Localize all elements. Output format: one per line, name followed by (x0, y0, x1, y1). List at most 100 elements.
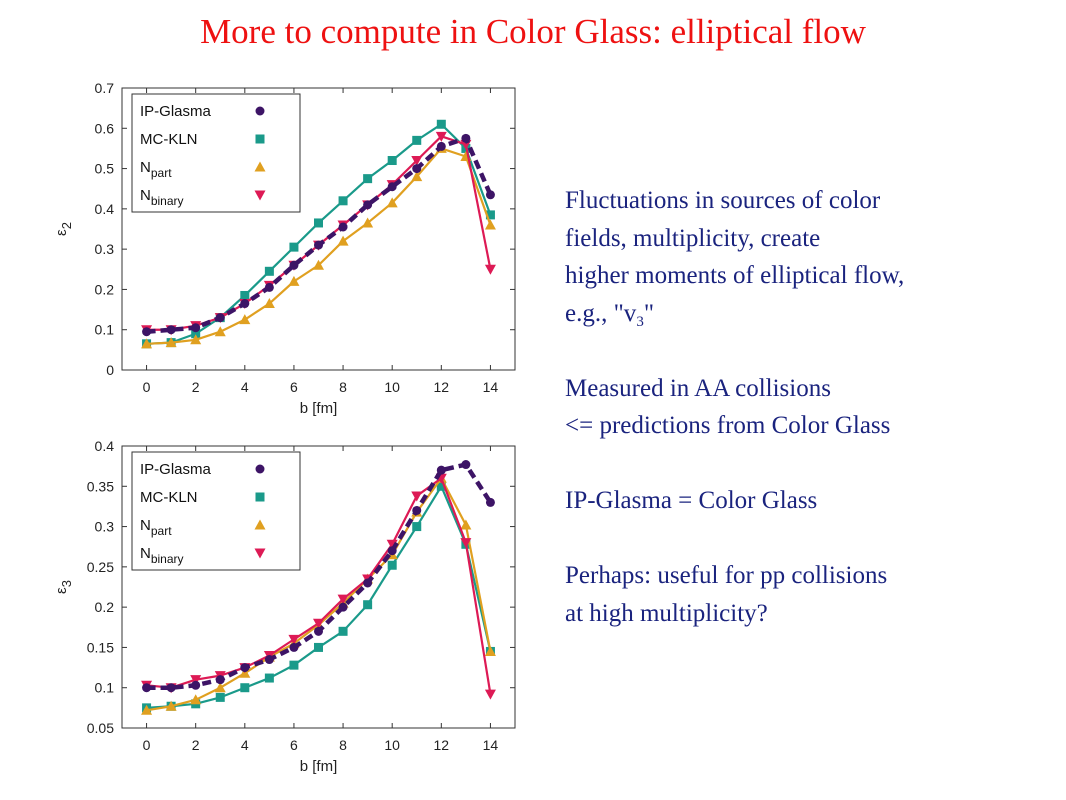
note-line-v3: e.g., "v3" (565, 295, 1055, 333)
eps3-y-axis-title: ε3 (53, 580, 74, 594)
eps3-point-npart (165, 700, 177, 711)
eps2-point-ip-glasma (240, 299, 250, 309)
eps2-legend-label-subscript: binary (151, 194, 184, 208)
eps3-point-mc-kln (338, 626, 348, 636)
eps2-x-tick-label: 8 (339, 379, 347, 395)
eps2-point-npart (386, 197, 398, 208)
eps2-point-mc-kln (338, 196, 348, 206)
eps2-point-npart (484, 219, 496, 230)
eps2-legend-marker-mc-kln (255, 134, 265, 144)
eps3-point-nbinary (411, 491, 423, 502)
eps3-y-tick-label: 0.1 (95, 680, 115, 696)
eps3-legend-label-subscript: part (151, 524, 172, 538)
eps2-point-ip-glasma (363, 200, 373, 210)
eps2-legend-label-mc-kln: MC-KLN (140, 131, 198, 148)
eps2-point-mc-kln (191, 329, 201, 339)
eps2-point-npart (362, 217, 374, 228)
eps2-point-ip-glasma (142, 327, 152, 337)
eps2-x-tick-label: 4 (241, 379, 249, 395)
eps2-point-ip-glasma (412, 164, 422, 174)
eps2-legend-label-text: MC-KLN (140, 131, 198, 148)
eps3-legend-marker-ip-glasma (255, 464, 265, 474)
eps3-legend-label-text: IP-Glasma (140, 461, 212, 478)
eps3-point-ip-glasma (191, 680, 201, 690)
eps2-y-tick-label: 0.1 (95, 322, 115, 338)
eps2-legend-label-npart: Npart (140, 159, 172, 180)
note-spacer (565, 445, 1055, 483)
eps3-point-mc-kln (387, 560, 397, 570)
eps2-point-ip-glasma (387, 182, 397, 192)
eps2-x-tick-label: 6 (290, 379, 298, 395)
eps3-legend-label-npart: Npart (140, 517, 172, 538)
eps3-point-mc-kln (436, 481, 446, 491)
note-v3-subscript: 3 (636, 313, 644, 330)
eps2-point-ip-glasma (338, 222, 348, 232)
eps3-y-tick-label: 0.4 (95, 438, 115, 454)
eps2-legend (131, 93, 301, 213)
eps3-x-tick-label: 14 (483, 737, 499, 753)
eps2-point-mc-kln (289, 242, 299, 252)
eps2-y-tick-label: 0.7 (95, 80, 115, 96)
eps2-point-ip-glasma (166, 325, 176, 335)
eps3-point-nbinary (313, 618, 324, 629)
eps3-point-ip-glasma (436, 465, 446, 475)
eps3-point-nbinary (288, 634, 300, 645)
eps2-point-mc-kln (436, 119, 446, 129)
eps3-x-tick-label: 0 (143, 737, 151, 753)
eps2-y-tick-label: 0.2 (95, 281, 115, 297)
eps3-point-nbinary (460, 538, 472, 549)
note-v3-prefix: e.g., "v (565, 299, 637, 327)
eps3-point-npart (141, 704, 153, 715)
eps2-x-tick-label: 10 (384, 379, 400, 395)
eps3-point-mc-kln (289, 660, 299, 670)
slide-title: More to compute in Color Glass: elliptic… (200, 12, 866, 51)
note-line: fields, multiplicity, create (565, 224, 821, 252)
eps2-point-mc-kln (412, 135, 422, 145)
eps3-point-ip-glasma (363, 578, 373, 588)
note-line: Measured in AA collisions (565, 374, 831, 402)
eps3-point-ip-glasma (387, 546, 397, 556)
eps2-x-tick-label: 14 (483, 379, 499, 395)
eps2-point-mc-kln (485, 210, 495, 220)
eps2-point-npart (141, 338, 153, 349)
eps2-point-ip-glasma (461, 133, 471, 143)
epsilon2-chart: 0 2 4 6 8 10 12 14 0 0.1 0.2 0.3 0.4 0.5 0.6 0.7 b [fm] ε… (53, 80, 516, 417)
eps3-point-nbinary (484, 689, 496, 700)
eps3-point-ip-glasma (166, 683, 176, 693)
eps2-point-ip-glasma (191, 323, 201, 333)
eps3-point-nbinary (337, 594, 349, 605)
eps3-x-tick-label: 2 (192, 737, 200, 753)
eps2-legend-marker-ip-glasma (255, 106, 265, 116)
eps3-y-tick-label: 0.15 (87, 639, 114, 655)
eps2-point-ip-glasma (215, 313, 225, 323)
eps2-y-tick-label: 0.5 (95, 161, 115, 177)
eps2-x-axis-title: b [fm] (300, 400, 338, 417)
eps3-legend-marker-mc-kln (255, 492, 265, 502)
eps2-point-mc-kln (314, 218, 323, 228)
eps2-legend-label-subscript: part (151, 166, 172, 180)
eps3-legend-marker-npart (254, 519, 266, 530)
eps2-plot-frame (121, 87, 516, 371)
eps2-point-npart (165, 337, 177, 348)
eps3-point-npart (190, 694, 202, 705)
eps3-x-tick-label: 10 (384, 737, 400, 753)
eps2-x-tick-label: 12 (434, 379, 450, 395)
eps2-y-tick-label: 0.4 (95, 201, 115, 217)
eps3-legend-marker-nbinary (254, 548, 266, 559)
eps3-legend-label-subscript: binary (151, 552, 184, 566)
note-line: Perhaps: useful for pp collisions (565, 562, 888, 589)
eps2-legend-marker-nbinary (254, 190, 266, 201)
epsilon3-chart: 0 2 4 6 8 10 12 14 0.05 0.1 0.15 0.2 0.25 0.3 0.35 0.4 b… (53, 438, 516, 775)
eps3-y-tick-label: 0.35 (87, 478, 114, 494)
eps3-x-axis-title: b [fm] (300, 758, 338, 775)
eps3-point-mc-kln (215, 692, 225, 702)
eps2-legend-label-nbinary: Nbinary (140, 187, 184, 208)
note-spacer (565, 332, 1055, 370)
eps3-legend-label-mc-kln: MC-KLN (140, 489, 198, 506)
eps3-point-nbinary (190, 675, 202, 686)
note-line: at high multiplicity? (565, 599, 768, 627)
eps2-series-npart (141, 142, 496, 349)
eps3-point-ip-glasma (338, 602, 348, 612)
note-line: Fluctuations in sources of color (565, 187, 881, 214)
eps3-x-tick-label: 12 (434, 737, 450, 753)
